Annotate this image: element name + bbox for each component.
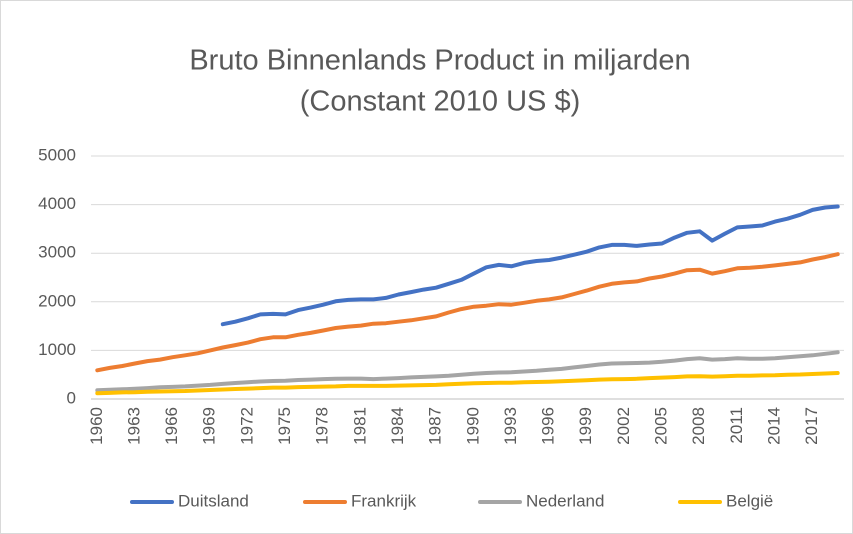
x-tick-label: 1996 (539, 407, 558, 445)
y-tick-label: 3000 (38, 243, 76, 262)
y-tick-label: 4000 (38, 194, 76, 213)
y-tick-label: 1000 (38, 340, 76, 359)
series-line (95, 350, 840, 393)
x-tick-label: 1990 (463, 407, 482, 445)
x-tick-label: 1984 (388, 407, 407, 445)
x-tick-label: 2005 (652, 407, 671, 445)
x-tick-label: 1966 (162, 407, 181, 445)
legend-label: Frankrijk (351, 491, 417, 510)
x-tick-label: 2011 (727, 407, 746, 444)
x-tick-label: 2017 (802, 407, 821, 445)
y-tick-label: 0 (67, 388, 76, 407)
x-tick-label: 1963 (124, 407, 143, 445)
y-tick-label: 5000 (38, 145, 76, 164)
legend-label: België (726, 491, 773, 510)
x-tick-label: 1960 (87, 407, 106, 445)
x-tick-label: 1978 (313, 407, 332, 445)
x-tick-label: 1975 (275, 407, 294, 445)
chart-title: Bruto Binnenlands Product in miljarden (189, 45, 690, 77)
x-tick-label: 1981 (350, 407, 369, 445)
series-line (95, 252, 840, 373)
x-tick-label: 1972 (237, 407, 256, 445)
x-tick-label: 2008 (689, 407, 708, 445)
legend-label: Nederland (526, 491, 604, 510)
series-line (220, 204, 840, 327)
x-tick-label: 1993 (501, 407, 520, 445)
series-line (95, 371, 840, 396)
x-tick-label: 2014 (764, 407, 783, 445)
x-tick-label: 1987 (426, 407, 445, 445)
x-tick-label: 1969 (200, 407, 219, 445)
x-tick-label: 2002 (614, 407, 633, 445)
legend-label: Duitsland (178, 491, 249, 510)
chart-subtitle: (Constant 2010 US $) (300, 86, 580, 118)
x-tick-label: 1999 (576, 407, 595, 445)
y-tick-label: 2000 (38, 291, 76, 310)
